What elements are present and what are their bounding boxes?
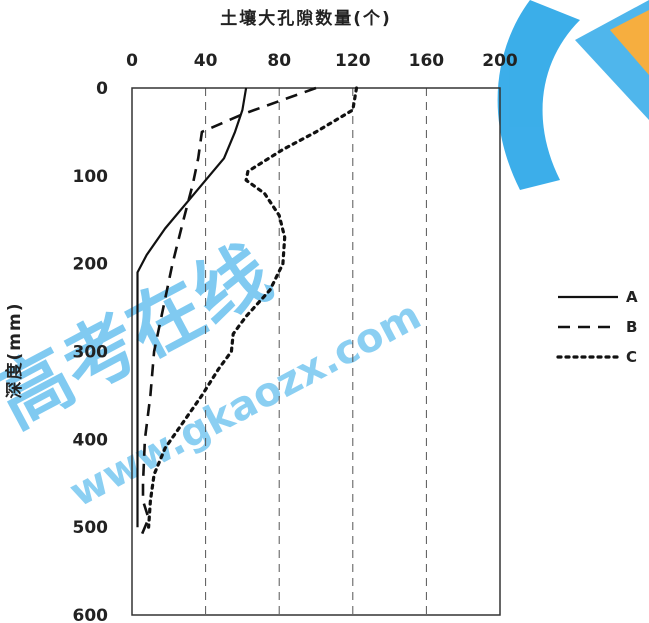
x-tick-label: 200 (482, 51, 518, 71)
x-axis-title: 土壤大孔隙数量(个) (220, 8, 392, 29)
x-tick-labels: 0 40 80 120 160 200 (126, 51, 518, 71)
y-tick-label: 200 (73, 255, 109, 275)
legend: ABC (556, 288, 638, 366)
series-layer (136, 86, 359, 537)
y-tick-label: 300 (73, 343, 109, 363)
y-tick-label: 400 (73, 430, 109, 450)
x-tick-label: 0 (126, 51, 138, 71)
series-B-line (140, 86, 317, 537)
y-tick-label: 600 (73, 606, 109, 623)
grid-layer (205, 88, 427, 615)
series-A-line (136, 87, 248, 528)
x-tick-label: 80 (267, 51, 291, 71)
legend-label-B: B (626, 318, 637, 336)
y-tick-label: 500 (73, 518, 109, 538)
x-tick-label: 160 (409, 51, 445, 71)
x-tick-label: 120 (335, 51, 371, 71)
y-axis-title: 深度(mm) (4, 302, 25, 399)
legend-label-A: A (626, 288, 638, 306)
plot-frame (131, 87, 501, 616)
y-tick-labels: 0 100 200 300 400 500 600 (73, 79, 109, 623)
legend-label-C: C (626, 348, 637, 366)
y-tick-label: 0 (96, 79, 108, 99)
x-tick-label: 40 (194, 51, 218, 71)
y-tick-label: 100 (73, 167, 109, 187)
series-C-line (147, 86, 359, 529)
